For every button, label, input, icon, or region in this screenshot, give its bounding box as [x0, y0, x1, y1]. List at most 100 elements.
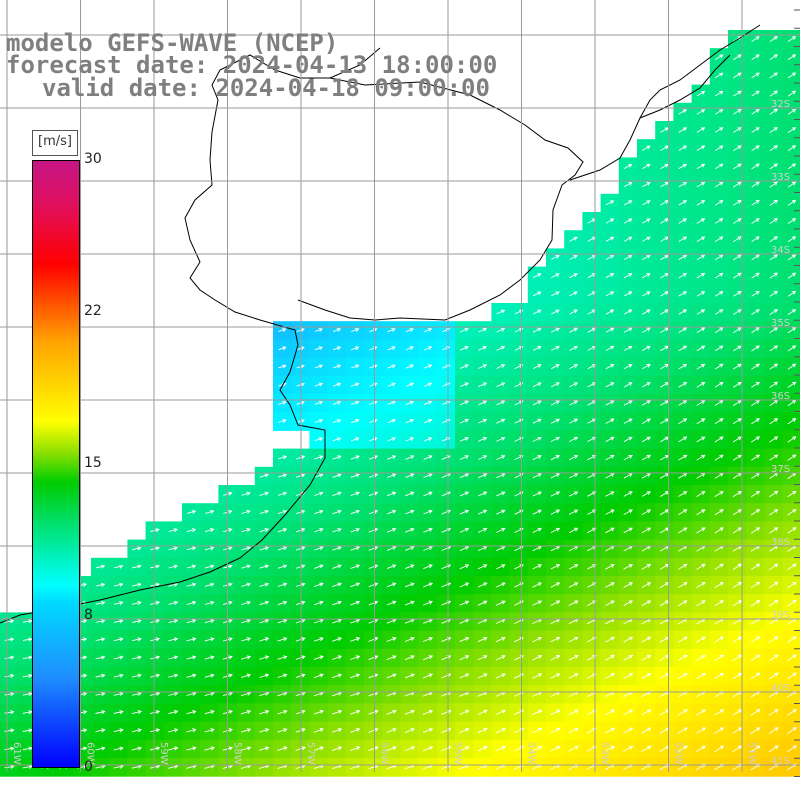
lon-label: 60W [85, 742, 96, 765]
wind-arrow [605, 273, 615, 279]
wind-arrow [277, 709, 288, 715]
wind-arrow [550, 382, 560, 388]
wind-arrow [386, 655, 397, 661]
wind-arrow [422, 709, 434, 715]
wind-arrow [532, 527, 542, 534]
wind-arrow [623, 473, 633, 479]
wind-arrow [641, 654, 652, 661]
wind-arrow [569, 418, 579, 424]
wind-arrow [459, 655, 470, 661]
wind-arrow [313, 600, 324, 606]
wind-arrow [186, 728, 197, 733]
wind-arrow [751, 90, 760, 97]
wind-arrow [732, 454, 742, 461]
wind-arrow [604, 745, 616, 752]
wind-arrow [241, 546, 251, 551]
wind-arrow [714, 200, 724, 206]
wind-arrow [768, 672, 779, 680]
wind-arrow [623, 382, 633, 388]
wind-arrow [550, 564, 561, 570]
wind-arrow [623, 418, 633, 424]
wind-arrow [677, 654, 688, 661]
wind-arrow [678, 327, 688, 333]
wind-arrow [423, 437, 433, 442]
wind-arrow [605, 327, 615, 333]
wind-arrow [605, 400, 615, 406]
wind-arrow [386, 746, 397, 752]
wind-arrow [733, 109, 742, 115]
wind-arrow [787, 563, 797, 571]
wind-arrow [186, 655, 197, 660]
wind-arrow [623, 491, 633, 497]
wind-arrow [714, 72, 724, 79]
wind-arrow [496, 436, 506, 442]
wind-arrow [550, 727, 561, 734]
wind-arrow [95, 600, 106, 606]
wind-arrow [696, 672, 706, 680]
wind-arrow [787, 54, 797, 61]
wind-arrow [350, 582, 361, 588]
wind-arrow [623, 636, 634, 643]
wind-arrow [478, 436, 488, 442]
wind-arrow [387, 364, 396, 369]
wind-arrow [714, 363, 724, 370]
wind-arrow [678, 291, 688, 297]
wind-arrow [678, 182, 688, 188]
wind-arrow [423, 346, 433, 351]
wind-arrow [4, 728, 15, 733]
wind-arrow [678, 382, 688, 388]
wind-arrow [769, 381, 779, 388]
wind-arrow [186, 673, 197, 678]
wind-arrow [568, 527, 579, 534]
wind-arrow [751, 54, 760, 61]
wind-arrow [751, 418, 760, 425]
wind-arrow [732, 600, 743, 607]
wind-arrow [204, 709, 215, 715]
wind-arrow [750, 636, 761, 643]
wind-arrow [750, 709, 761, 716]
wind-arrow [314, 437, 324, 442]
wind-arrow [241, 637, 252, 642]
wind-arrow [314, 527, 324, 533]
wind-arrow [769, 454, 779, 461]
wind-arrow [787, 236, 797, 243]
wind-arrow [769, 309, 779, 315]
wind-arrow [714, 709, 725, 716]
wind-arrow [277, 746, 288, 751]
wind-arrow [605, 455, 615, 461]
wind-arrow [459, 491, 470, 497]
wind-arrow [641, 364, 651, 370]
wind-arrow [496, 382, 506, 388]
wind-arrow [478, 382, 488, 388]
wind-arrow [478, 346, 488, 351]
wind-arrow [787, 363, 797, 370]
inland-border [639, 54, 731, 119]
wind-arrow [186, 637, 197, 642]
wind-arrow [678, 145, 688, 151]
wind-arrow [750, 727, 761, 734]
wind-arrow [496, 455, 506, 461]
wind-arrow [551, 345, 560, 351]
wind-arrow [168, 637, 179, 642]
wind-arrow [732, 509, 742, 516]
wind-arrow [787, 145, 797, 152]
wind-arrow [423, 491, 433, 497]
wind-arrow [204, 637, 215, 642]
wind-arrow [460, 346, 469, 351]
wind-arrow [751, 454, 761, 461]
wind-arrow [295, 509, 306, 515]
wind-arrow [769, 509, 779, 516]
wind-arrow [623, 655, 634, 661]
wind-arrow [423, 364, 433, 369]
wind-arrow [623, 673, 634, 679]
wind-arrow [204, 582, 215, 587]
wind-arrow [550, 455, 561, 461]
wind-arrow [568, 745, 579, 752]
wind-arrow [150, 582, 160, 587]
wind-arrow [22, 655, 33, 660]
wind-arrow [422, 746, 434, 752]
wind-arrow [495, 673, 506, 679]
wind-arrow [95, 673, 106, 678]
wind-arrow [750, 563, 761, 570]
wind-arrow [733, 90, 742, 97]
